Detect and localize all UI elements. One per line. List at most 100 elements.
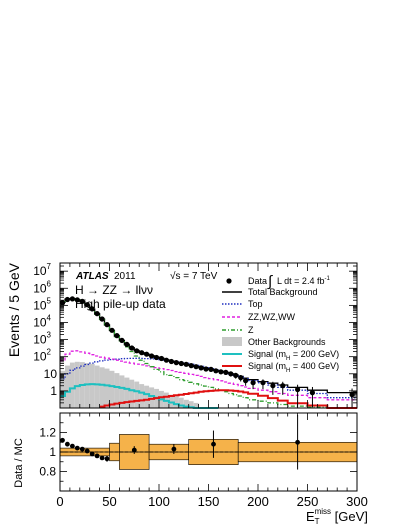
data-point — [89, 306, 95, 312]
legend-sig200: Signal (mH = 200 GeV) — [222, 349, 339, 362]
ratio-point — [70, 443, 75, 449]
legend-sig400-label: Signal (mH = 400 GeV) — [248, 361, 339, 374]
legend-diboson: ZZ,WZ,WW — [222, 312, 295, 322]
ratio-point — [65, 441, 70, 447]
data-point — [69, 296, 75, 302]
legend-diboson-label: ZZ,WZ,WW — [248, 312, 295, 322]
y-tick-label: 103 — [33, 331, 51, 347]
data-point — [59, 300, 66, 306]
legend-total-label: Total Background — [248, 287, 318, 297]
data-point — [64, 296, 70, 303]
data-point — [238, 375, 244, 381]
x-tick-label: 0 — [56, 494, 63, 509]
ratio-point — [104, 456, 110, 462]
other-backgrounds-bar — [119, 375, 125, 408]
ratio-y-ticks: 0.8 1 1.2 — [39, 422, 357, 482]
other-backgrounds-bar — [173, 396, 179, 408]
other-backgrounds-bar — [149, 387, 155, 408]
other-backgrounds-bar — [65, 365, 70, 408]
other-backgrounds-bar — [134, 381, 140, 408]
ratio-point — [295, 439, 300, 445]
x-tick-label: 50 — [102, 494, 116, 509]
y-axis-title: Events / 5 GeV — [6, 262, 22, 357]
legend-top: Top — [222, 299, 263, 309]
ratio-panel: 0 50 100 150 200 250 300 0.8 1 1.2 — [39, 412, 368, 509]
other-backgrounds-bar — [144, 385, 150, 408]
process-label: H → ZZ → llνν — [75, 283, 153, 297]
legend-lumi: L dt = 2.4 fb-1 — [277, 276, 330, 286]
data-points — [59, 296, 355, 408]
legend-other-label: Other Backgrounds — [248, 337, 326, 347]
other-backgrounds-bar — [124, 377, 130, 408]
main-x-ticks — [59, 263, 358, 408]
other-backgrounds-bar — [183, 399, 189, 408]
z-histogram — [60, 298, 357, 409]
data-point — [243, 378, 249, 384]
legend-other-swatch — [222, 337, 242, 346]
data-point — [139, 350, 145, 356]
other-backgrounds-bar — [109, 370, 115, 408]
ratio-point — [171, 446, 177, 452]
data-point — [250, 380, 256, 386]
y-tick-label: 105 — [33, 296, 51, 312]
legend-z: Z — [222, 325, 254, 335]
x-tick-label: 150 — [198, 494, 220, 509]
ratio-x-ticks: 0 50 100 150 200 250 300 — [56, 413, 368, 509]
data-point — [129, 345, 135, 351]
data-point — [109, 327, 115, 333]
legend-top-label: Top — [248, 299, 263, 309]
data-point — [74, 297, 80, 303]
data-point — [104, 322, 110, 328]
data-point — [270, 383, 276, 389]
y-tick-label: 102 — [33, 348, 51, 364]
other-backgrounds-bar — [84, 363, 90, 408]
data-point — [228, 371, 234, 377]
y-tick-label: 104 — [33, 314, 51, 330]
ratio-points — [60, 414, 300, 470]
condition-label: High pile-up data — [75, 297, 166, 311]
other-backgrounds-bar — [69, 362, 75, 408]
data-point — [203, 366, 209, 372]
y-tick-label: 106 — [33, 279, 51, 295]
ratio-point — [79, 446, 85, 452]
x-tick-label: 200 — [247, 494, 269, 509]
ratio-y-axis-title: Data / MC — [13, 438, 25, 488]
legend-data-marker — [226, 278, 232, 284]
data-point — [124, 341, 130, 347]
legend-total: Total Background — [222, 287, 318, 297]
legend-data: Data ∫ L dt = 2.4 fb-1 — [226, 273, 330, 290]
ratio-point — [99, 455, 105, 461]
x-axis-title: ETmiss [GeV] — [306, 507, 368, 526]
x-tick-label: 250 — [297, 494, 319, 509]
ratio-point — [89, 451, 95, 457]
data-point — [119, 337, 125, 343]
other-backgrounds-bar — [178, 397, 184, 408]
legend-sig200-label: Signal (mH = 200 GeV) — [248, 349, 339, 362]
other-backgrounds-bar — [104, 368, 110, 408]
ratio-point — [60, 437, 65, 443]
other-backgrounds-bar — [139, 384, 145, 408]
legend-sig400: Signal (mH = 400 GeV) — [222, 361, 339, 374]
ratio-point — [74, 445, 80, 451]
integral-sign: ∫ — [267, 273, 274, 290]
ratio-point — [131, 447, 137, 453]
other-backgrounds-bar — [193, 402, 199, 408]
other-backgrounds-bar — [168, 394, 174, 408]
data-point — [188, 363, 194, 369]
data-point — [295, 386, 301, 393]
data-point — [173, 360, 179, 366]
data-point — [218, 369, 224, 375]
other-backgrounds-bar — [60, 370, 65, 408]
annotations: ATLAS 2011 √s = 7 TeV H → ZZ → llνν High… — [75, 270, 218, 311]
data-point — [114, 333, 120, 339]
data-point — [213, 368, 219, 374]
other-backgrounds-bar — [74, 361, 80, 408]
data-point — [178, 360, 184, 367]
sig400-histogram — [99, 389, 357, 409]
other-backgrounds-bar — [188, 401, 194, 408]
data-point — [233, 372, 239, 378]
data-point — [183, 361, 189, 367]
data-point — [260, 380, 266, 386]
